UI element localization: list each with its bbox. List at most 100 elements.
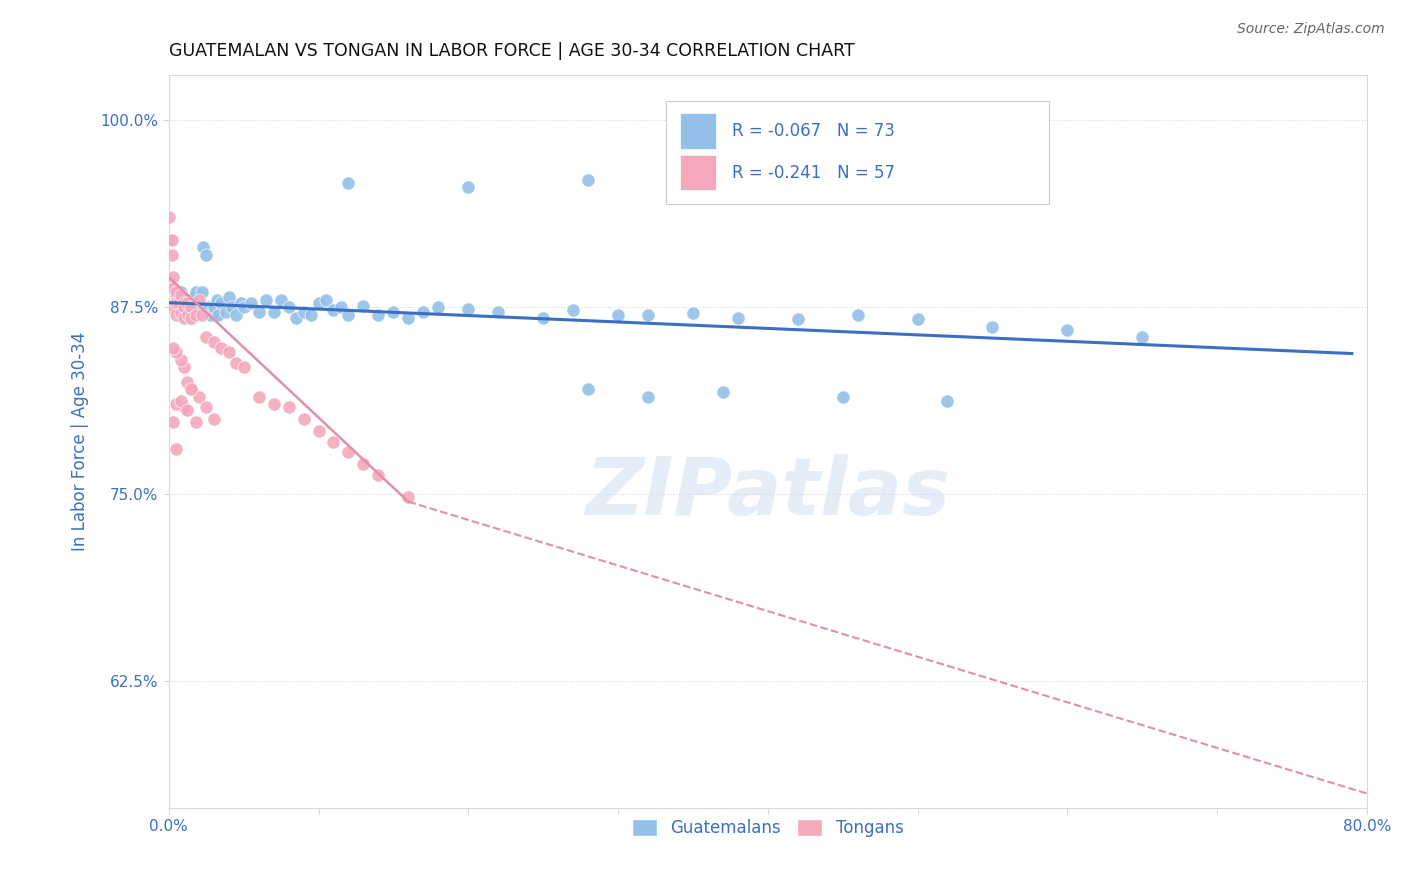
Point xyxy=(180,383,202,397)
Point xyxy=(177,308,200,322)
Point xyxy=(180,383,202,397)
Point xyxy=(232,359,254,374)
Point xyxy=(165,288,187,302)
Point xyxy=(936,394,959,409)
Point xyxy=(176,375,198,389)
Point xyxy=(207,308,229,322)
Point xyxy=(232,300,254,314)
Point xyxy=(531,310,554,325)
Point xyxy=(157,233,180,247)
Text: GUATEMALAN VS TONGAN IN LABOR FORCE | AGE 30-34 CORRELATION CHART: GUATEMALAN VS TONGAN IN LABOR FORCE | AG… xyxy=(169,42,855,60)
Point xyxy=(165,442,187,457)
Point xyxy=(337,176,360,190)
Point xyxy=(167,294,190,309)
Point xyxy=(184,308,207,322)
Point xyxy=(263,397,285,411)
Point xyxy=(367,467,389,482)
Point xyxy=(285,310,308,325)
Point xyxy=(157,300,180,314)
Point xyxy=(170,352,193,367)
Point xyxy=(229,295,252,310)
Point xyxy=(180,310,202,325)
Point xyxy=(180,300,202,314)
Point xyxy=(190,285,212,300)
Point xyxy=(202,300,225,314)
Point xyxy=(187,293,209,307)
Point xyxy=(221,300,243,314)
Point xyxy=(200,308,222,322)
Point xyxy=(322,303,344,318)
Point xyxy=(162,270,184,285)
Text: ZIPatlas: ZIPatlas xyxy=(585,454,950,533)
Point xyxy=(173,294,195,309)
Point xyxy=(170,285,193,300)
Point xyxy=(396,310,419,325)
Point xyxy=(607,308,630,322)
Point xyxy=(352,299,374,313)
Point xyxy=(254,293,277,307)
Point xyxy=(170,394,193,409)
Point xyxy=(165,397,187,411)
Point xyxy=(427,300,450,314)
Point xyxy=(190,308,212,322)
Point xyxy=(1130,330,1153,344)
Point xyxy=(198,300,221,314)
Point xyxy=(682,306,704,320)
Point xyxy=(786,312,808,326)
Legend: Guatemalans, Tongans: Guatemalans, Tongans xyxy=(626,813,910,844)
Point xyxy=(277,401,299,415)
Point xyxy=(173,359,195,374)
Point xyxy=(180,299,202,313)
Point xyxy=(162,281,184,295)
Point xyxy=(292,412,315,426)
Point xyxy=(184,304,207,318)
Point xyxy=(176,295,198,310)
FancyBboxPatch shape xyxy=(666,101,1049,203)
Point xyxy=(173,295,195,310)
Point xyxy=(170,306,193,320)
Point xyxy=(240,295,263,310)
Point xyxy=(322,434,344,449)
Point xyxy=(202,412,225,426)
Point xyxy=(180,310,202,325)
Point xyxy=(576,383,599,397)
Point xyxy=(157,211,180,225)
Point xyxy=(162,300,184,314)
Y-axis label: In Labor Force | Age 30-34: In Labor Force | Age 30-34 xyxy=(72,332,89,551)
Point xyxy=(202,334,225,349)
Text: R = -0.241   N = 57: R = -0.241 N = 57 xyxy=(733,164,894,182)
Point xyxy=(173,308,195,322)
Point xyxy=(183,290,205,304)
Point xyxy=(184,416,207,430)
Point xyxy=(382,304,405,318)
Point xyxy=(396,490,419,504)
Point xyxy=(165,345,187,359)
Point xyxy=(162,341,184,355)
Point xyxy=(167,295,190,310)
Point xyxy=(486,304,509,318)
Bar xyxy=(681,113,716,149)
Point xyxy=(162,416,184,430)
Point xyxy=(352,457,374,471)
Point xyxy=(195,248,218,262)
Point xyxy=(195,401,218,415)
Point xyxy=(187,390,209,404)
Point xyxy=(727,310,749,325)
Point xyxy=(292,304,315,318)
Point xyxy=(173,310,195,325)
Bar xyxy=(681,155,716,190)
Point xyxy=(315,293,337,307)
Point xyxy=(170,288,193,302)
Point xyxy=(165,295,187,310)
Point xyxy=(209,341,232,355)
Point xyxy=(184,285,207,300)
Point xyxy=(177,301,200,316)
Point xyxy=(165,308,187,322)
Point xyxy=(711,385,734,400)
Point xyxy=(337,445,360,459)
Point xyxy=(457,180,479,194)
Point xyxy=(195,330,218,344)
Point xyxy=(173,401,195,415)
Point xyxy=(337,308,360,322)
Point xyxy=(160,248,183,262)
